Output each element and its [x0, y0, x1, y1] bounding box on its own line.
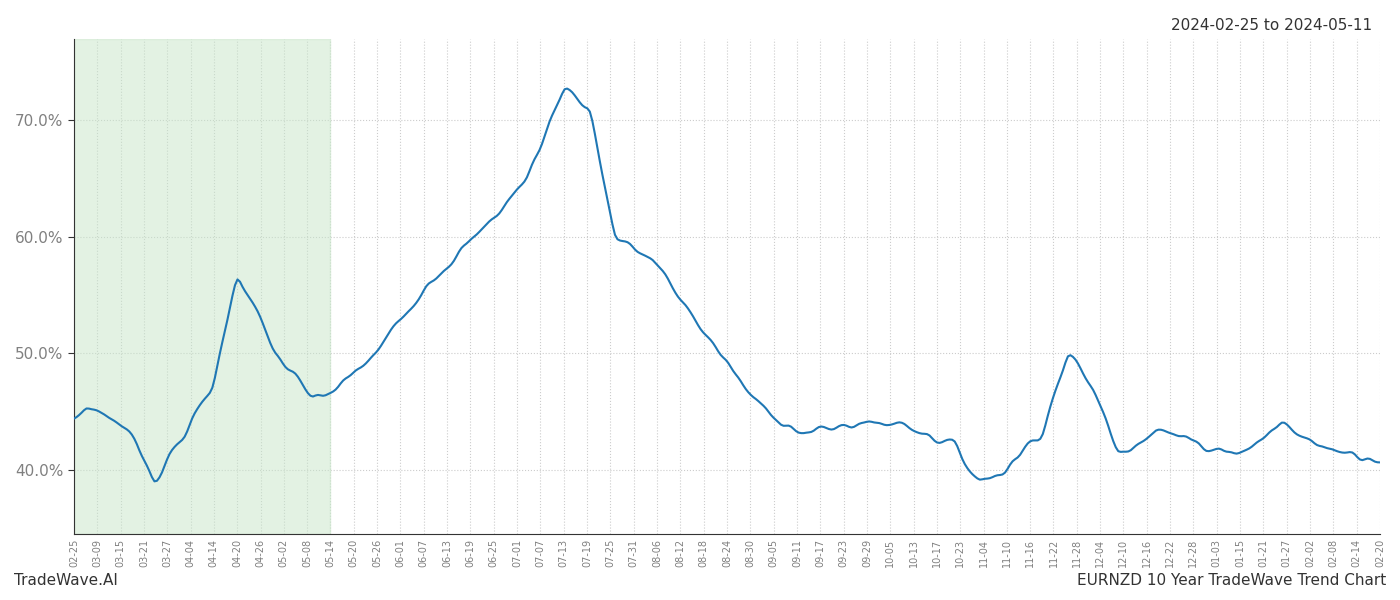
Bar — [74, 39, 330, 534]
Text: TradeWave.AI: TradeWave.AI — [14, 573, 118, 588]
Text: 2024-02-25 to 2024-05-11: 2024-02-25 to 2024-05-11 — [1170, 18, 1372, 33]
Text: EURNZD 10 Year TradeWave Trend Chart: EURNZD 10 Year TradeWave Trend Chart — [1077, 573, 1386, 588]
